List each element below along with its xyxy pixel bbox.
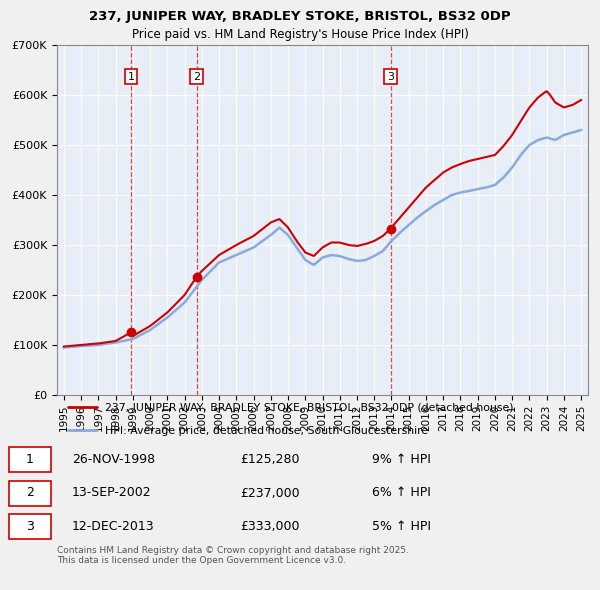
FancyBboxPatch shape xyxy=(9,447,51,472)
Text: Price paid vs. HM Land Registry's House Price Index (HPI): Price paid vs. HM Land Registry's House … xyxy=(131,28,469,41)
Text: 1: 1 xyxy=(128,71,134,81)
FancyBboxPatch shape xyxy=(9,480,51,506)
Text: £237,000: £237,000 xyxy=(240,487,299,500)
Text: 2: 2 xyxy=(26,487,34,500)
Text: 3: 3 xyxy=(387,71,394,81)
Text: HPI: Average price, detached house, South Gloucestershire: HPI: Average price, detached house, Sout… xyxy=(105,425,428,435)
Text: 26-NOV-1998: 26-NOV-1998 xyxy=(72,453,155,466)
Text: 3: 3 xyxy=(26,520,34,533)
Text: 9% ↑ HPI: 9% ↑ HPI xyxy=(372,453,431,466)
FancyBboxPatch shape xyxy=(9,514,51,539)
Text: £333,000: £333,000 xyxy=(240,520,299,533)
Text: Contains HM Land Registry data © Crown copyright and database right 2025.
This d: Contains HM Land Registry data © Crown c… xyxy=(57,546,409,565)
Text: 2: 2 xyxy=(193,71,200,81)
Text: 237, JUNIPER WAY, BRADLEY STOKE, BRISTOL, BS32 0DP (detached house): 237, JUNIPER WAY, BRADLEY STOKE, BRISTOL… xyxy=(105,403,513,413)
Text: 13-SEP-2002: 13-SEP-2002 xyxy=(72,487,152,500)
Text: £125,280: £125,280 xyxy=(240,453,299,466)
Text: 1: 1 xyxy=(26,453,34,466)
Text: 12-DEC-2013: 12-DEC-2013 xyxy=(72,520,155,533)
Text: 5% ↑ HPI: 5% ↑ HPI xyxy=(372,520,431,533)
Text: 6% ↑ HPI: 6% ↑ HPI xyxy=(372,487,431,500)
Text: 237, JUNIPER WAY, BRADLEY STOKE, BRISTOL, BS32 0DP: 237, JUNIPER WAY, BRADLEY STOKE, BRISTOL… xyxy=(89,10,511,23)
